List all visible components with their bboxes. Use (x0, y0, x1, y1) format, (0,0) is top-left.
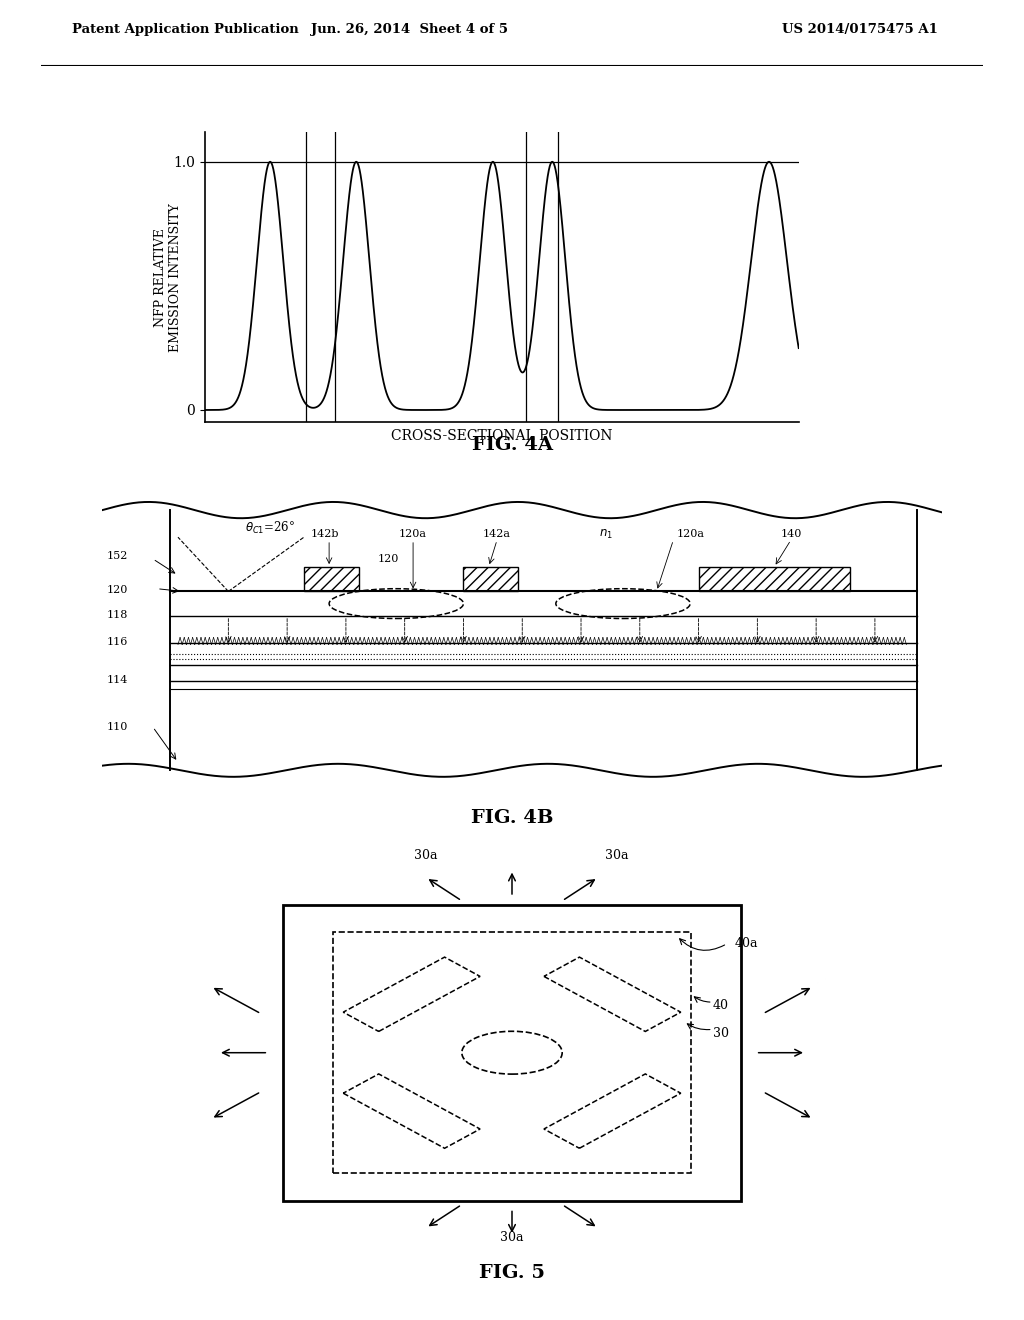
Text: 116: 116 (106, 636, 128, 647)
Text: 140: 140 (780, 529, 802, 539)
Text: Patent Application Publication: Patent Application Publication (72, 24, 298, 36)
Text: 120a: 120a (399, 529, 427, 539)
Text: $\theta_{C1}$=26°: $\theta_{C1}$=26° (245, 520, 295, 536)
X-axis label: CROSS-SECTIONAL POSITION: CROSS-SECTIONAL POSITION (391, 429, 612, 444)
Text: 30a: 30a (415, 849, 437, 862)
Bar (464, 568, 518, 591)
Text: 40a: 40a (734, 937, 758, 950)
Text: 120: 120 (106, 585, 128, 595)
Text: 120a: 120a (676, 529, 705, 539)
Text: 30: 30 (713, 1027, 729, 1040)
Text: 152: 152 (106, 552, 128, 561)
Text: $n_1$: $n_1$ (599, 528, 613, 541)
Text: 114: 114 (106, 675, 128, 685)
Text: 120: 120 (377, 553, 398, 564)
Text: Jun. 26, 2014  Sheet 4 of 5: Jun. 26, 2014 Sheet 4 of 5 (311, 24, 508, 36)
Text: 30a: 30a (605, 849, 629, 862)
Text: FIG. 4A: FIG. 4A (471, 437, 553, 454)
Text: FIG. 4B: FIG. 4B (471, 809, 553, 826)
Text: 40: 40 (713, 999, 729, 1012)
Text: 118: 118 (106, 610, 128, 619)
Text: 142a: 142a (483, 529, 511, 539)
Text: 142b: 142b (310, 529, 339, 539)
Text: FIG. 5: FIG. 5 (479, 1265, 545, 1282)
Text: 30a: 30a (501, 1230, 523, 1243)
Bar (283, 904, 741, 1201)
Text: US 2014/0175475 A1: US 2014/0175475 A1 (782, 24, 938, 36)
Y-axis label: NFP RELATIVE
EMISSION INTENSITY: NFP RELATIVE EMISSION INTENSITY (154, 203, 181, 351)
Bar (698, 568, 850, 591)
Text: 110: 110 (106, 722, 128, 733)
Bar (304, 568, 358, 591)
Bar (333, 932, 691, 1173)
